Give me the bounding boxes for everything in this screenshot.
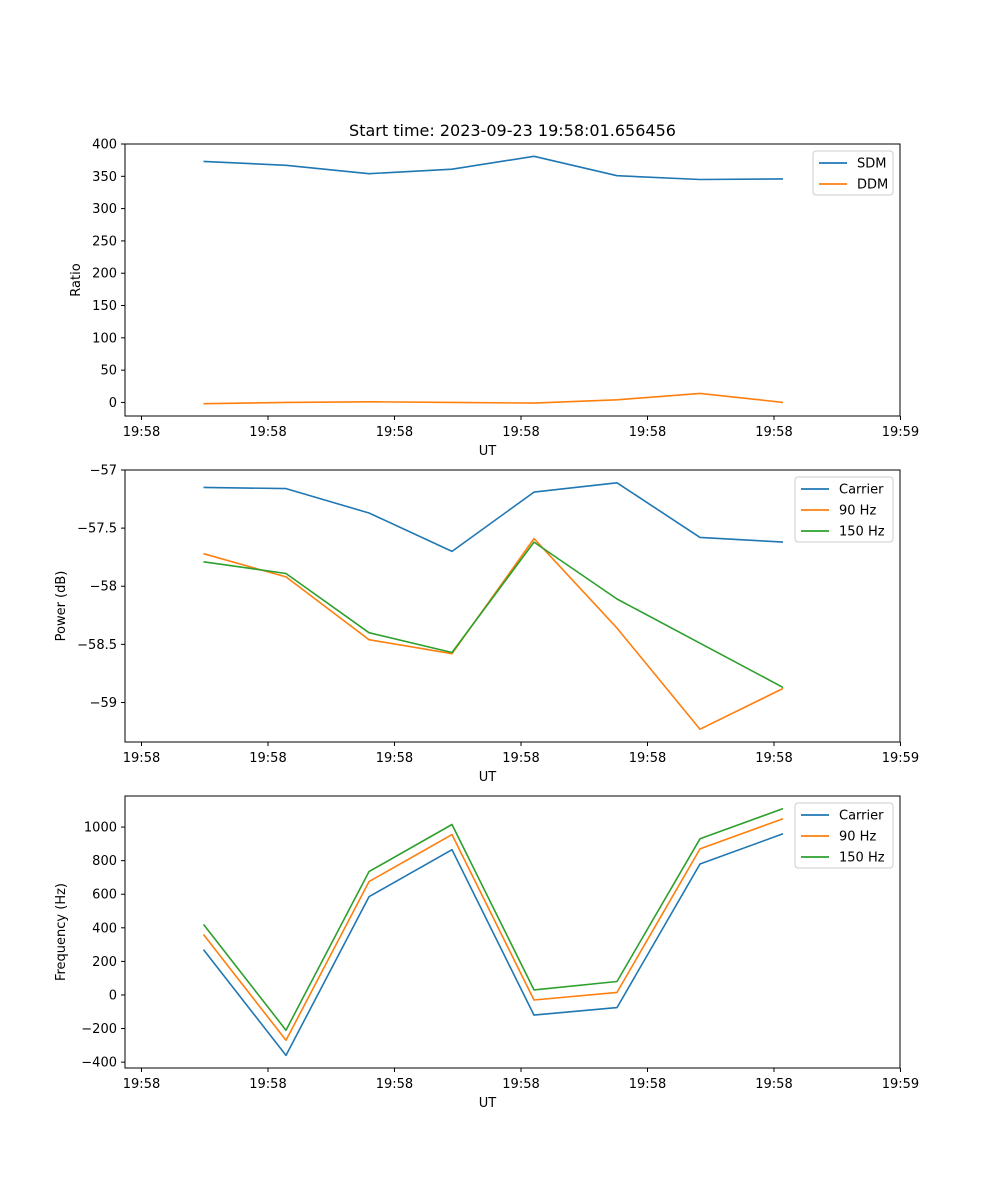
x-tick-label: 19:58 [249, 751, 286, 766]
y-tick-label: 400 [92, 138, 117, 153]
axes-frame [124, 143, 901, 417]
y-tick-label: 0 [109, 988, 117, 1003]
x-axis-label: UT [479, 444, 497, 459]
figure-title: Start time: 2023-09-23 19:58:01.656456 [349, 121, 676, 140]
x-tick-label: 19:59 [882, 751, 919, 766]
legend-label: 90 Hz [839, 504, 876, 519]
x-tick-label: 19:58 [376, 751, 413, 766]
y-axis-label: Frequency (Hz) [54, 883, 69, 981]
legend-box [794, 476, 894, 543]
y-tick-label: 200 [92, 955, 117, 970]
legend-label: DDM [857, 178, 888, 193]
x-axis-label: UT [479, 770, 497, 785]
x-tick-label: 19:58 [123, 1077, 160, 1092]
x-tick-label: 19:59 [882, 1077, 919, 1092]
y-axis-label: Power (dB) [54, 571, 69, 642]
x-tick-label: 19:58 [249, 425, 286, 440]
y-tick-label: 800 [92, 854, 117, 869]
x-tick-label: 19:58 [629, 751, 666, 766]
series-line-sdm [203, 155, 784, 181]
x-tick-label: 19:58 [502, 425, 539, 440]
series-line-150-hz [202, 807, 784, 1031]
y-tick-label: −58.5 [77, 638, 117, 653]
series-line-carrier [202, 833, 784, 1057]
y-tick-label: 350 [92, 170, 117, 185]
series-line-ddm [203, 392, 784, 405]
legend: Carrier 90 Hz 150 Hz [794, 476, 894, 543]
legend-label: 90 Hz [839, 830, 876, 845]
legend-box [794, 802, 894, 869]
y-tick-label: 100 [92, 331, 117, 346]
y-tick-label: 200 [92, 267, 117, 282]
legend-label: 150 Hz [839, 851, 885, 866]
x-tick-label: 19:58 [755, 751, 792, 766]
x-tick-label: 19:58 [502, 1077, 539, 1092]
legend: SDM DDM [812, 150, 894, 196]
x-tick-label: 19:58 [502, 751, 539, 766]
y-tick-label: −57 [90, 464, 117, 479]
axes-frame [124, 795, 901, 1069]
legend-label: SDM [857, 157, 886, 172]
y-tick-label: 1000 [84, 821, 117, 836]
x-tick-label: 19:58 [249, 1077, 286, 1092]
legend-label: Carrier [839, 809, 884, 824]
y-tick-label: −400 [81, 1056, 117, 1071]
legend-label: Carrier [839, 483, 884, 498]
x-tick-label: 19:58 [755, 425, 792, 440]
y-axis-label: Ratio [69, 263, 84, 296]
y-tick-label: 600 [92, 888, 117, 903]
chart-1: 19:58 19:58 19:58 19:58 19:58 19:58 19:59 0 50 10… [69, 138, 919, 460]
y-tick-label: 300 [92, 202, 117, 217]
y-tick-label: 50 [100, 364, 117, 379]
x-tick-label: 19:58 [123, 751, 160, 766]
x-tick-label: 19:58 [376, 1077, 413, 1092]
x-axis-label: UT [479, 1096, 497, 1111]
x-tick-label: 19:58 [629, 1077, 666, 1092]
chart-2: 19:58 19:58 19:58 19:58 19:58 19:58 19:59 −59 −5… [54, 464, 919, 786]
y-tick-label: −57.5 [77, 522, 117, 537]
x-tick-label: 19:58 [755, 1077, 792, 1092]
y-tick-label: −59 [90, 696, 117, 711]
y-tick-label: 150 [92, 299, 117, 314]
series-line-150-hz [203, 541, 784, 689]
legend-label: 150 Hz [839, 525, 885, 540]
y-tick-label: 400 [92, 921, 117, 936]
y-tick-label: −200 [81, 1022, 117, 1037]
y-tick-label: 250 [92, 234, 117, 249]
x-tick-label: 19:59 [882, 425, 919, 440]
x-tick-label: 19:58 [629, 425, 666, 440]
axes-frame [124, 469, 901, 743]
charts: 19:58 19:58 19:58 19:58 19:58 19:58 19:59 0 50 10… [54, 138, 919, 1112]
y-tick-label: −58 [90, 580, 117, 595]
x-tick-label: 19:58 [376, 425, 413, 440]
series-line-90-hz [202, 817, 784, 1042]
y-tick-label: 0 [109, 396, 117, 411]
legend: Carrier 90 Hz 150 Hz [794, 802, 894, 869]
chart-3: 19:58 19:58 19:58 19:58 19:58 19:58 19:59 −400 −… [54, 795, 919, 1111]
x-tick-label: 19:58 [123, 425, 160, 440]
series-line-carrier [203, 481, 784, 553]
